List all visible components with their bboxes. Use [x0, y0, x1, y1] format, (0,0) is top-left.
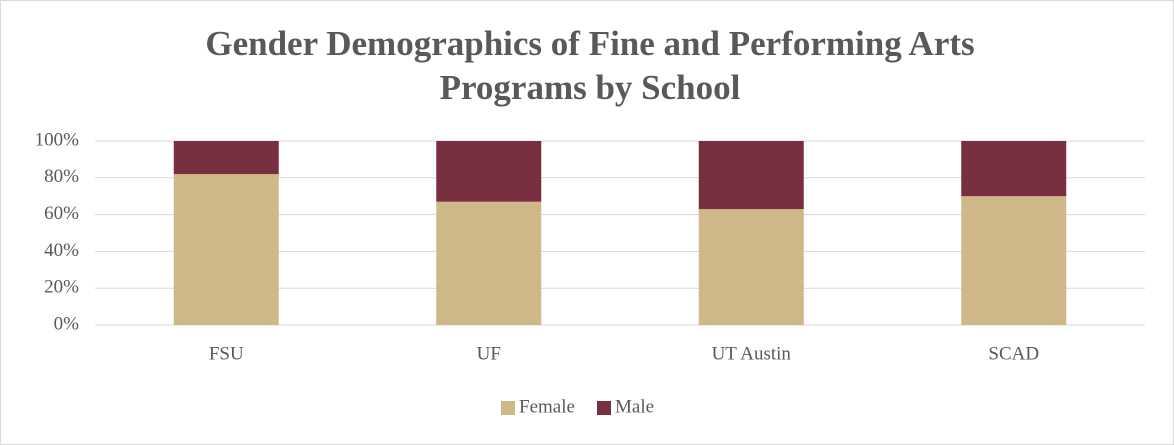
chart-title: Gender Demographics of Fine and Performi… — [205, 24, 975, 107]
bar-segment — [436, 201, 542, 325]
bar-segment — [173, 174, 279, 325]
x-tick-label: FSU — [209, 343, 244, 364]
legend-label: Female — [519, 396, 575, 417]
bar-segment — [436, 141, 542, 202]
y-tick-label: 100% — [35, 129, 80, 150]
y-tick-label: 0% — [54, 313, 80, 334]
y-tick-label: 60% — [44, 203, 79, 224]
bar-segment — [698, 209, 804, 325]
x-tick-label: UT Austin — [712, 343, 792, 364]
y-tick-label: 20% — [44, 277, 79, 298]
legend-swatch — [501, 401, 515, 415]
y-tick-label: 40% — [44, 240, 79, 261]
legend-label: Male — [615, 396, 654, 417]
bar-segment — [961, 196, 1067, 325]
bar-segment — [173, 141, 279, 175]
bar-segment — [961, 141, 1067, 197]
x-tick-label: SCAD — [988, 343, 1039, 364]
y-tick-label: 80% — [44, 166, 79, 187]
bar-segment — [698, 141, 804, 210]
x-tick-label: UF — [477, 343, 501, 364]
legend-swatch — [597, 401, 611, 415]
